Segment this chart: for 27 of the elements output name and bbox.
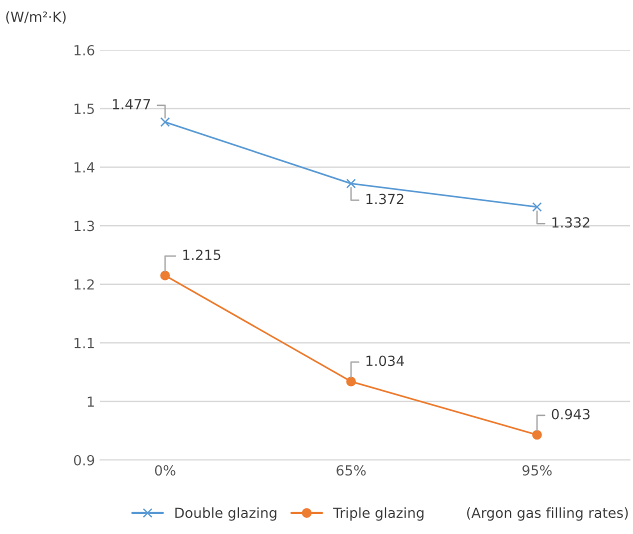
y-tick-label: 0.9	[74, 454, 94, 466]
point	[346, 178, 356, 188]
y-tick-label: 1.4	[74, 162, 94, 172]
data-label: 1.332	[552, 217, 590, 228]
point	[346, 376, 356, 386]
point	[532, 430, 542, 440]
legend-label: Triple glazing	[333, 507, 424, 521]
y-tick-label: 1.1	[74, 338, 94, 348]
point	[160, 270, 170, 280]
legend-label: Double glazing	[175, 507, 276, 521]
y-tick-label: 1	[88, 396, 94, 407]
point	[532, 202, 542, 212]
x-axis-title: (Argon gas filling rates)	[467, 507, 628, 521]
y-axis-title: (W/m²·K)	[6, 11, 66, 24]
x-tick-label: 95%	[522, 465, 552, 476]
y-tick-label: 1.5	[74, 104, 94, 114]
data-label: 1.477	[112, 99, 150, 110]
data-label: 1.034	[366, 356, 404, 366]
point	[160, 117, 170, 127]
y-tick-label: 1.6	[74, 44, 94, 56]
y-tick-label: 1.2	[74, 279, 94, 290]
x-tick-label: 65%	[336, 465, 366, 476]
x-tick-label: 0%	[154, 465, 176, 476]
data-label: 0.943	[552, 408, 590, 420]
data-label: 1.372	[366, 194, 404, 204]
y-tick-label: 1.3	[74, 220, 94, 232]
data-label: 1.215	[183, 250, 220, 260]
